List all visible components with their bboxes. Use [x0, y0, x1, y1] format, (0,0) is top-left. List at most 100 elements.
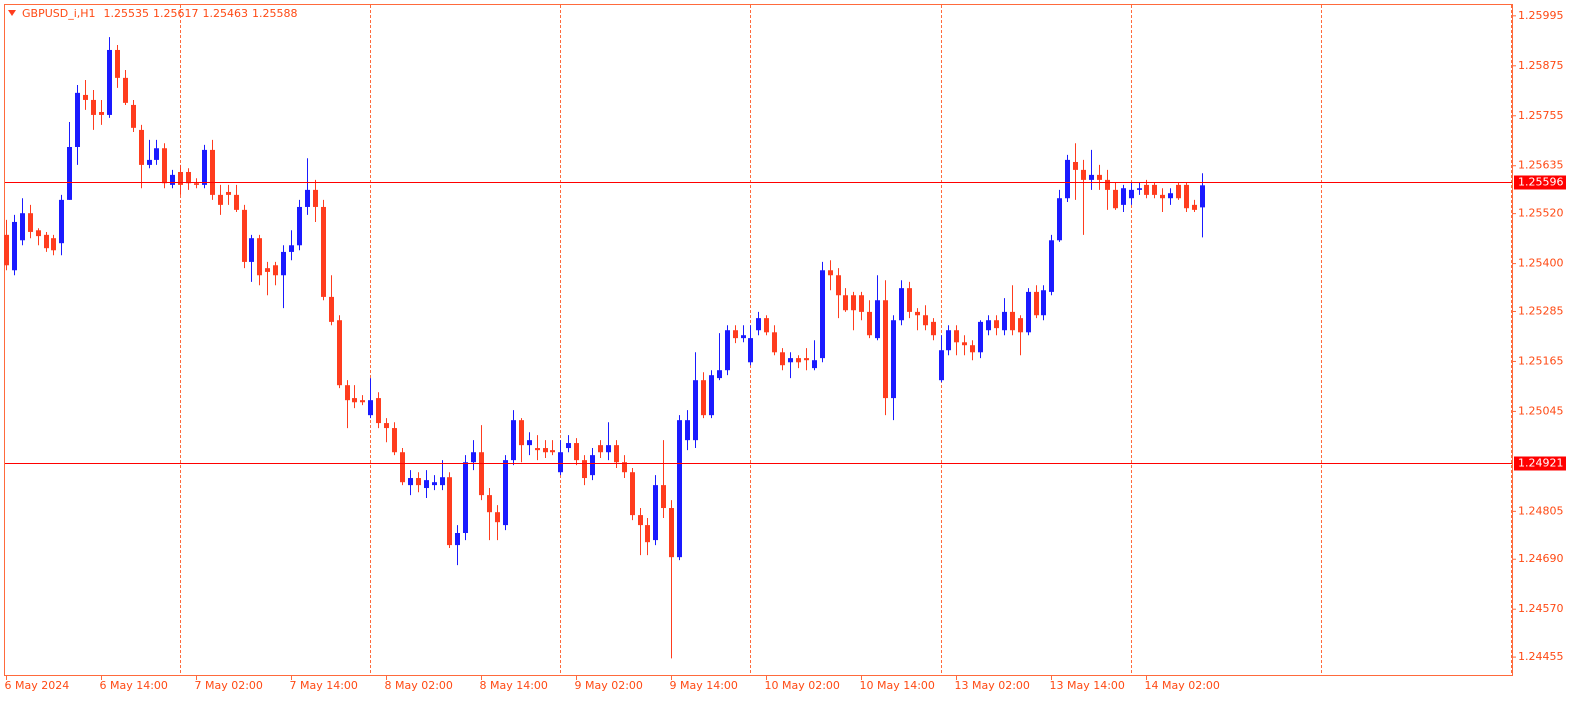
candle-body	[638, 515, 643, 526]
candle-body	[954, 330, 959, 343]
candle-body	[249, 238, 254, 262]
candle-body	[51, 238, 56, 251]
candle-body	[741, 335, 746, 339]
candle-body	[218, 194, 223, 205]
header-close: 1.25588	[252, 7, 298, 20]
candle-body	[305, 189, 310, 207]
candle-body	[154, 148, 159, 160]
candle-body	[630, 472, 635, 516]
candle-body	[669, 508, 674, 558]
candle-body	[12, 221, 17, 271]
candle-body	[820, 270, 825, 359]
x-tick-label: 14 May 02:00	[1145, 679, 1220, 692]
candle-body	[1200, 185, 1205, 208]
candle-body	[1160, 194, 1165, 199]
y-tick-label: 1.25635	[1518, 159, 1564, 172]
x-tick-label: 13 May 02:00	[955, 679, 1030, 692]
candle-body	[1018, 318, 1023, 333]
candle-body	[1121, 188, 1126, 205]
candle-body	[970, 345, 975, 353]
candle-body	[614, 445, 619, 463]
candle-body	[994, 320, 999, 329]
candle-body	[1089, 174, 1094, 180]
candle-body	[733, 330, 738, 339]
y-tick-label: 1.24805	[1518, 504, 1564, 517]
header-open: 1.25535	[104, 7, 150, 20]
candle-body	[432, 482, 437, 486]
candle-body	[471, 452, 476, 463]
candle-body	[828, 270, 833, 276]
candle-body	[313, 189, 318, 207]
candle-body	[843, 295, 848, 311]
candle-body	[725, 330, 730, 371]
candle-body	[653, 485, 658, 541]
y-tick-label: 1.24570	[1518, 602, 1564, 615]
candle-body	[558, 452, 563, 473]
candle-body	[107, 49, 112, 115]
candle-body	[455, 533, 460, 546]
candle-body	[764, 318, 769, 333]
x-tick-label: 10 May 02:00	[765, 679, 840, 692]
candle-body	[606, 445, 611, 453]
candle-body	[598, 445, 603, 453]
candle-body	[915, 311, 920, 316]
candle-body	[376, 398, 381, 424]
candle-body	[836, 275, 841, 296]
candle-body	[661, 485, 666, 509]
candle-body	[962, 342, 967, 346]
candle-body	[566, 443, 571, 449]
candle-body	[1184, 184, 1189, 209]
candle-body	[1105, 179, 1110, 190]
candle-body	[772, 332, 777, 353]
candle-body	[131, 104, 136, 128]
candle-body	[796, 358, 801, 363]
candle-body	[186, 171, 191, 184]
candle-body	[527, 440, 532, 446]
candle-body	[257, 238, 262, 276]
candle-body	[788, 358, 793, 363]
y-tick-label: 1.25995	[1518, 9, 1564, 22]
level-label-box	[1514, 456, 1566, 471]
header-arrow	[8, 10, 16, 16]
header-high: 1.25617	[153, 7, 199, 20]
candle-body	[1129, 189, 1134, 199]
candle-body	[36, 230, 41, 237]
x-tick-label: 7 May 02:00	[195, 679, 263, 692]
candle-body	[273, 265, 278, 276]
level-label: 1.24921	[1518, 457, 1564, 470]
candle-body	[582, 460, 587, 479]
x-tick-label: 10 May 14:00	[860, 679, 935, 692]
candle-body	[75, 92, 80, 147]
candle-body	[907, 288, 912, 312]
candle-body	[28, 213, 33, 232]
candle-body	[360, 400, 365, 403]
candle-body	[178, 171, 183, 185]
candle-body	[487, 495, 492, 513]
candle-body	[1152, 184, 1157, 195]
plot-frame	[4, 4, 1513, 676]
candle-body	[368, 400, 373, 416]
candle-body	[289, 245, 294, 252]
candle-body	[329, 296, 334, 322]
level-label: 1.25596	[1518, 176, 1564, 189]
candle-body	[1113, 189, 1118, 209]
x-tick-label: 7 May 14:00	[290, 679, 358, 692]
candle-body	[392, 428, 397, 453]
candle-body	[535, 448, 540, 451]
x-tick-label: 6 May 2024	[5, 679, 70, 692]
candle-body	[416, 478, 421, 486]
candle-body	[645, 525, 650, 543]
candle-body	[717, 370, 722, 379]
candle-body	[1049, 240, 1054, 292]
candle-body	[210, 149, 215, 195]
candle-body	[1010, 311, 1015, 331]
candle-body	[170, 174, 175, 185]
header: GBPUSD_i,H1 1.25535 1.25617 1.25463 1.25588	[22, 7, 298, 20]
candle-body	[234, 194, 239, 210]
y-tick-label: 1.25755	[1518, 109, 1564, 122]
candle-body	[780, 352, 785, 366]
candle-body	[479, 452, 484, 496]
y-tick-label: 1.24690	[1518, 552, 1564, 565]
